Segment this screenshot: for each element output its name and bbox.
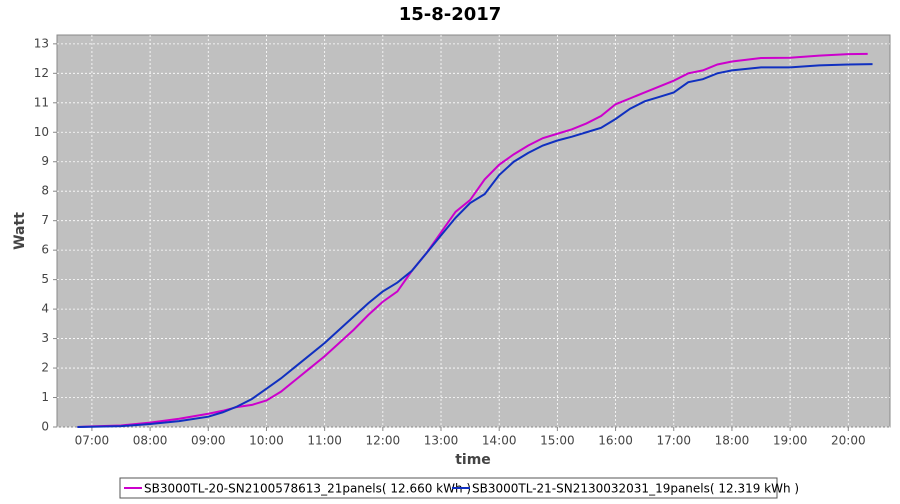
x-tick-label: 17:00 bbox=[656, 434, 691, 448]
line-series bbox=[77, 63, 873, 428]
x-tick-label: 18:00 bbox=[715, 434, 750, 448]
y-tick-label: 5 bbox=[41, 272, 49, 286]
y-tick-label: 2 bbox=[41, 361, 49, 375]
y-axis-label: Watt bbox=[12, 212, 28, 250]
x-tick-label: 09:00 bbox=[191, 434, 226, 448]
y-tick-label: 10 bbox=[34, 125, 49, 139]
y-tick-label: 7 bbox=[41, 213, 49, 227]
legend-label: SB3000TL-20-SN2100578613_21panels( 12.66… bbox=[144, 482, 471, 496]
line-series bbox=[77, 52, 868, 428]
x-tick-label: 14:00 bbox=[482, 434, 517, 448]
y-tick-label: 6 bbox=[41, 243, 49, 257]
x-tick-label: 07:00 bbox=[75, 434, 110, 448]
y-tick-label: 0 bbox=[41, 420, 49, 434]
x-tick-label: 10:00 bbox=[249, 434, 284, 448]
y-tick-label: 3 bbox=[41, 331, 49, 345]
y-tick-label: 13 bbox=[34, 36, 49, 50]
legend bbox=[119, 477, 778, 499]
y-tick-label: 12 bbox=[34, 66, 49, 80]
x-tick-label: 13:00 bbox=[424, 434, 459, 448]
x-tick-label: 15:00 bbox=[540, 434, 575, 448]
plot-area bbox=[56, 34, 891, 428]
x-tick-label: 20:00 bbox=[831, 434, 866, 448]
y-tick-label: 11 bbox=[34, 95, 49, 109]
x-axis-label: time bbox=[455, 452, 491, 468]
chart-title: 15-8-2017 bbox=[399, 4, 502, 25]
x-tick-label: 16:00 bbox=[598, 434, 633, 448]
x-tick-label: 11:00 bbox=[307, 434, 342, 448]
legend-label: SB3000TL-21-SN2130032031_19panels( 12.31… bbox=[472, 482, 799, 496]
x-tick-label: 12:00 bbox=[366, 434, 401, 448]
x-tick-label: 19:00 bbox=[773, 434, 808, 448]
x-tick-label: 08:00 bbox=[133, 434, 168, 448]
y-tick-label: 9 bbox=[41, 154, 49, 168]
y-tick-label: 8 bbox=[41, 184, 49, 198]
y-tick-label: 4 bbox=[41, 302, 49, 316]
y-tick-label: 1 bbox=[41, 390, 49, 404]
